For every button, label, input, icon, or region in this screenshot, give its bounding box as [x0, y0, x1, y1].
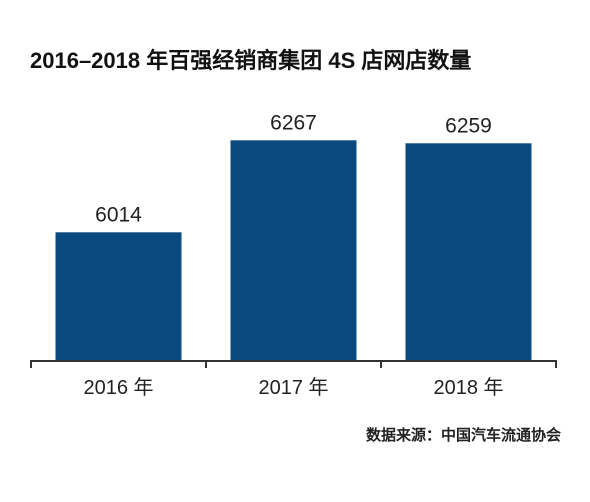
data-label: 6267	[270, 111, 317, 134]
data-label: 6259	[445, 114, 492, 137]
x-axis	[30, 360, 557, 368]
data-label: 6014	[95, 203, 142, 226]
x-tick-label: 2016 年	[83, 376, 153, 399]
source-note: 数据来源：中国汽车流通协会	[366, 426, 561, 444]
x-tick-label: 2017 年	[258, 376, 328, 399]
labels-group: 6014 2016 年 6267 2017 年 6259 2018 年	[83, 111, 503, 399]
bar-2	[230, 140, 357, 361]
bars-group	[55, 140, 532, 361]
bar-1	[55, 232, 182, 361]
bar-3	[405, 143, 532, 361]
chart-title: 2016–2018 年百强经销商集团 4S 店网店数量	[30, 48, 471, 73]
x-tick-label: 2018 年	[433, 376, 503, 399]
